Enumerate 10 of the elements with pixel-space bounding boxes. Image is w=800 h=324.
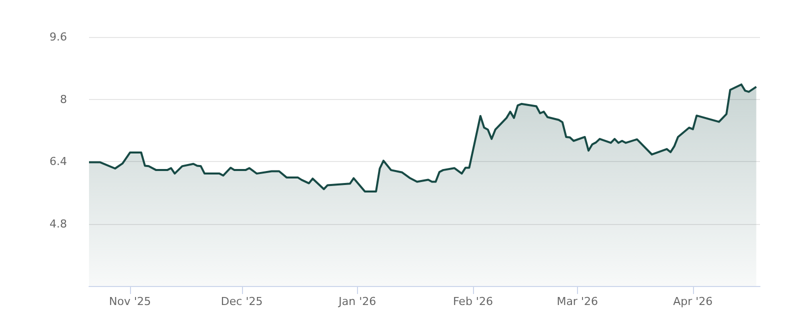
y-tick-label: 6.4 [50, 155, 67, 168]
y-tick-label: 8 [60, 92, 67, 106]
y-tick-label: 9.6 [50, 30, 67, 44]
x-tick-label: Feb '26 [452, 295, 493, 308]
x-tick-label: Dec '25 [220, 295, 263, 308]
x-tick-label: Apr '26 [673, 295, 713, 308]
y-tick-label: 4.8 [50, 217, 67, 230]
x-tick-label: Nov '25 [109, 295, 152, 308]
x-tick-label: Jan '26 [338, 295, 376, 308]
x-tick-label: Mar '26 [556, 295, 598, 308]
